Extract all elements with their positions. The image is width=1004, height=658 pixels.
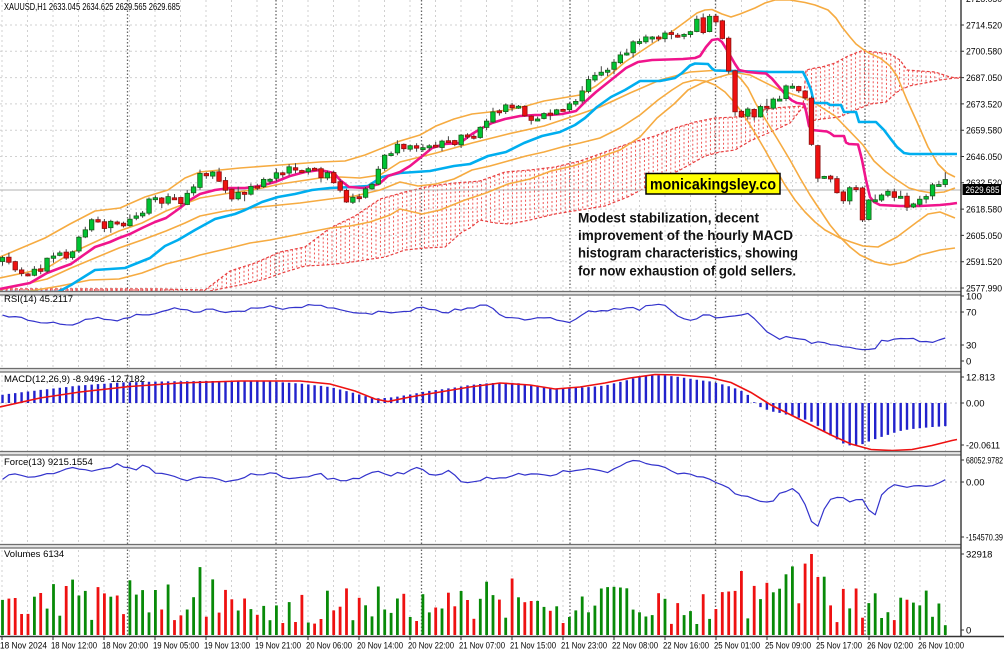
- svg-text:19 Nov 13:00: 19 Nov 13:00: [204, 641, 250, 652]
- svg-text:2591.520: 2591.520: [966, 257, 1002, 268]
- svg-text:18 Nov 2024: 18 Nov 2024: [0, 641, 47, 652]
- svg-text:19 Nov 21:00: 19 Nov 21:00: [255, 641, 301, 652]
- svg-text:20 Nov 14:00: 20 Nov 14:00: [357, 641, 403, 652]
- svg-text:12.813: 12.813: [966, 372, 995, 383]
- svg-text:100: 100: [966, 291, 982, 302]
- svg-text:XAUUSD,H1 2633.045 2634.625 26: XAUUSD,H1 2633.045 2634.625 2629.565 262…: [4, 2, 180, 13]
- svg-text:18 Nov 12:00: 18 Nov 12:00: [51, 641, 97, 652]
- svg-text:2629.685: 2629.685: [966, 185, 1000, 196]
- svg-text:22 Nov 08:00: 22 Nov 08:00: [612, 641, 658, 652]
- svg-text:22 Nov 16:00: 22 Nov 16:00: [663, 641, 709, 652]
- svg-text:26 Nov 10:00: 26 Nov 10:00: [918, 641, 964, 652]
- svg-text:21 Nov 23:00: 21 Nov 23:00: [561, 641, 607, 652]
- svg-text:histogram characteristics, sho: histogram characteristics, showing: [578, 245, 798, 261]
- svg-text:25 Nov 17:00: 25 Nov 17:00: [816, 641, 862, 652]
- svg-text:68052.9782: 68052.9782: [966, 455, 1003, 466]
- svg-text:0: 0: [966, 356, 971, 367]
- svg-text:0: 0: [966, 625, 971, 636]
- svg-text:improvement of the hourly MACD: improvement of the hourly MACD: [578, 227, 793, 243]
- svg-text:18 Nov 20:00: 18 Nov 20:00: [102, 641, 148, 652]
- svg-text:2673.520: 2673.520: [966, 99, 1002, 110]
- svg-text:-20.0611: -20.0611: [966, 440, 1000, 451]
- svg-text:26 Nov 02:00: 26 Nov 02:00: [867, 641, 913, 652]
- svg-text:2714.520: 2714.520: [966, 20, 1002, 31]
- svg-text:20 Nov 06:00: 20 Nov 06:00: [306, 641, 352, 652]
- svg-text:2605.050: 2605.050: [966, 231, 1002, 242]
- svg-text:2632.520: 2632.520: [966, 178, 1002, 189]
- svg-text:2646.050: 2646.050: [966, 152, 1002, 163]
- svg-text:70: 70: [966, 307, 977, 318]
- svg-text:monicakingsley.co: monicakingsley.co: [650, 177, 776, 194]
- svg-text:20 Nov 22:00: 20 Nov 22:00: [408, 641, 454, 652]
- svg-text:0.00: 0.00: [966, 398, 985, 409]
- svg-text:2618.580: 2618.580: [966, 205, 1002, 216]
- svg-text:2659.580: 2659.580: [966, 126, 1002, 137]
- svg-text:0.00: 0.00: [966, 477, 985, 488]
- svg-text:25 Nov 09:00: 25 Nov 09:00: [765, 641, 811, 652]
- svg-text:-154570.39: -154570.39: [966, 532, 1003, 543]
- svg-text:MACD(12,26,9) -8.9496 -12.7182: MACD(12,26,9) -8.9496 -12.7182: [4, 374, 145, 385]
- svg-text:21 Nov 07:00: 21 Nov 07:00: [459, 641, 505, 652]
- svg-text:25 Nov 01:00: 25 Nov 01:00: [714, 641, 760, 652]
- svg-text:for now exhaustion of gold sel: for now exhaustion of gold sellers.: [578, 262, 796, 278]
- svg-text:2728.050: 2728.050: [966, 0, 1002, 5]
- svg-text:30: 30: [966, 340, 977, 351]
- svg-text:Volumes 6134: Volumes 6134: [4, 549, 64, 560]
- svg-text:32918: 32918: [966, 549, 992, 560]
- svg-text:2687.050: 2687.050: [966, 73, 1002, 84]
- svg-text:2577.990: 2577.990: [966, 283, 1002, 294]
- svg-text:2700.580: 2700.580: [966, 47, 1002, 58]
- svg-text:21 Nov 15:00: 21 Nov 15:00: [510, 641, 556, 652]
- svg-text:Force(13) 9215.1554: Force(13) 9215.1554: [4, 457, 93, 468]
- svg-text:19 Nov 05:00: 19 Nov 05:00: [153, 641, 199, 652]
- svg-text:RSI(14) 45.2117: RSI(14) 45.2117: [4, 294, 73, 305]
- svg-text:Modest stabilization, decent: Modest stabilization, decent: [578, 210, 759, 226]
